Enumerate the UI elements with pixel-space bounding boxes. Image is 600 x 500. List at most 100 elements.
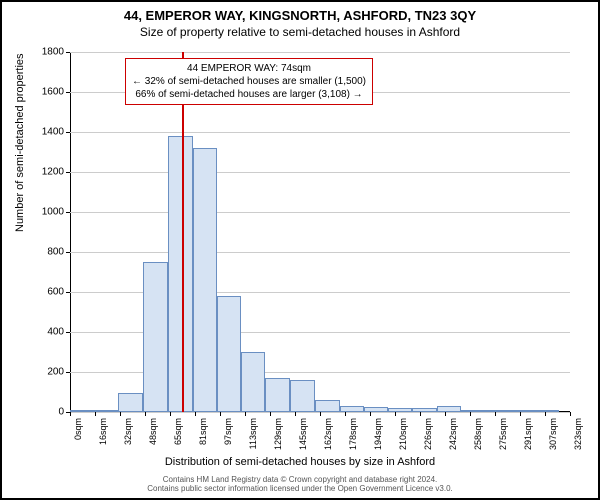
info-box: 44 EMPEROR WAY: 74sqm← 32% of semi-detac… xyxy=(125,58,373,105)
y-tick-label: 1800 xyxy=(24,47,64,58)
x-tick-label: 275sqm xyxy=(498,418,508,450)
x-tick-mark xyxy=(295,412,296,416)
histogram-bar xyxy=(265,378,289,412)
x-tick-mark xyxy=(270,412,271,416)
x-tick-mark xyxy=(320,412,321,416)
x-tick-mark xyxy=(95,412,96,416)
y-tick-label: 0 xyxy=(24,407,64,418)
y-tick-label: 600 xyxy=(24,287,64,298)
y-tick-mark xyxy=(66,132,70,133)
y-tick-mark xyxy=(66,52,70,53)
grid-line xyxy=(70,212,570,213)
histogram-bar xyxy=(94,410,118,412)
x-tick-mark xyxy=(570,412,571,416)
x-tick-mark xyxy=(120,412,121,416)
histogram-bar xyxy=(535,410,559,412)
info-line-3: 66% of semi-detached houses are larger (… xyxy=(132,88,366,101)
plot-area: 0sqm16sqm32sqm48sqm65sqm81sqm97sqm113sqm… xyxy=(70,52,570,412)
property-marker-line xyxy=(182,52,184,412)
x-tick-mark xyxy=(395,412,396,416)
y-tick-label: 200 xyxy=(24,367,64,378)
histogram-bar xyxy=(437,406,461,412)
x-tick-label: 65sqm xyxy=(173,418,183,445)
x-tick-mark xyxy=(345,412,346,416)
histogram-bar xyxy=(241,352,265,412)
y-tick-mark xyxy=(66,292,70,293)
histogram-bar xyxy=(487,410,511,412)
grid-line xyxy=(70,132,570,133)
histogram-bar xyxy=(412,408,436,412)
histogram-bar xyxy=(143,262,169,412)
x-tick-label: 178sqm xyxy=(348,418,358,450)
y-tick-mark xyxy=(66,372,70,373)
x-tick-mark xyxy=(420,412,421,416)
histogram-bar xyxy=(388,408,412,412)
chart-subtitle: Size of property relative to semi-detach… xyxy=(2,25,598,39)
footer-line-1: Contains HM Land Registry data © Crown c… xyxy=(2,475,598,485)
y-tick-mark xyxy=(66,212,70,213)
y-axis-line xyxy=(70,52,71,412)
x-tick-label: 81sqm xyxy=(198,418,208,445)
x-tick-label: 242sqm xyxy=(448,418,458,450)
histogram-bar xyxy=(461,410,487,412)
histogram-bar xyxy=(290,380,316,412)
x-tick-label: 323sqm xyxy=(573,418,583,450)
x-tick-mark xyxy=(70,412,71,416)
x-tick-label: 145sqm xyxy=(298,418,308,450)
grid-line xyxy=(70,252,570,253)
histogram-bar xyxy=(193,148,217,412)
y-tick-label: 800 xyxy=(24,247,64,258)
y-tick-mark xyxy=(66,332,70,333)
footer-attribution: Contains HM Land Registry data © Crown c… xyxy=(2,475,598,494)
histogram-bar xyxy=(70,410,94,412)
x-tick-mark xyxy=(445,412,446,416)
info-line-1: 44 EMPEROR WAY: 74sqm xyxy=(132,62,366,75)
x-tick-label: 226sqm xyxy=(423,418,433,450)
y-tick-label: 1000 xyxy=(24,207,64,218)
histogram-bar xyxy=(315,400,339,412)
histogram-bar xyxy=(118,393,142,412)
histogram-bar xyxy=(340,406,364,412)
x-tick-label: 16sqm xyxy=(98,418,108,445)
x-tick-mark xyxy=(495,412,496,416)
chart-title: 44, EMPEROR WAY, KINGSNORTH, ASHFORD, TN… xyxy=(2,8,598,23)
y-tick-mark xyxy=(66,172,70,173)
histogram-bar xyxy=(217,296,241,412)
y-tick-label: 1400 xyxy=(24,127,64,138)
x-tick-mark xyxy=(245,412,246,416)
x-tick-label: 307sqm xyxy=(548,418,558,450)
chart-container: 44, EMPEROR WAY, KINGSNORTH, ASHFORD, TN… xyxy=(0,0,600,500)
x-tick-label: 48sqm xyxy=(148,418,158,445)
x-tick-label: 194sqm xyxy=(373,418,383,450)
y-tick-mark xyxy=(66,92,70,93)
y-tick-label: 400 xyxy=(24,327,64,338)
grid-line xyxy=(70,52,570,53)
histogram-bar xyxy=(168,136,192,412)
x-tick-label: 97sqm xyxy=(223,418,233,445)
x-tick-label: 129sqm xyxy=(273,418,283,450)
x-tick-mark xyxy=(195,412,196,416)
x-tick-label: 291sqm xyxy=(523,418,533,450)
x-tick-mark xyxy=(145,412,146,416)
x-tick-mark xyxy=(520,412,521,416)
x-tick-label: 0sqm xyxy=(73,418,83,440)
y-tick-mark xyxy=(66,252,70,253)
x-tick-mark xyxy=(470,412,471,416)
x-tick-label: 162sqm xyxy=(323,418,333,450)
x-tick-label: 258sqm xyxy=(473,418,483,450)
x-tick-mark xyxy=(220,412,221,416)
x-tick-mark xyxy=(170,412,171,416)
info-line-2: ← 32% of semi-detached houses are smalle… xyxy=(132,75,366,88)
y-tick-label: 1200 xyxy=(24,167,64,178)
x-tick-label: 32sqm xyxy=(123,418,133,445)
x-tick-label: 210sqm xyxy=(398,418,408,450)
x-tick-mark xyxy=(370,412,371,416)
grid-line xyxy=(70,172,570,173)
x-tick-label: 113sqm xyxy=(248,418,258,449)
x-tick-mark xyxy=(545,412,546,416)
histogram-bar xyxy=(364,407,388,412)
histogram-bar xyxy=(511,410,535,412)
footer-line-2: Contains public sector information licen… xyxy=(2,484,598,494)
y-axis-label: Number of semi-detached properties xyxy=(14,53,26,232)
y-tick-label: 1600 xyxy=(24,87,64,98)
